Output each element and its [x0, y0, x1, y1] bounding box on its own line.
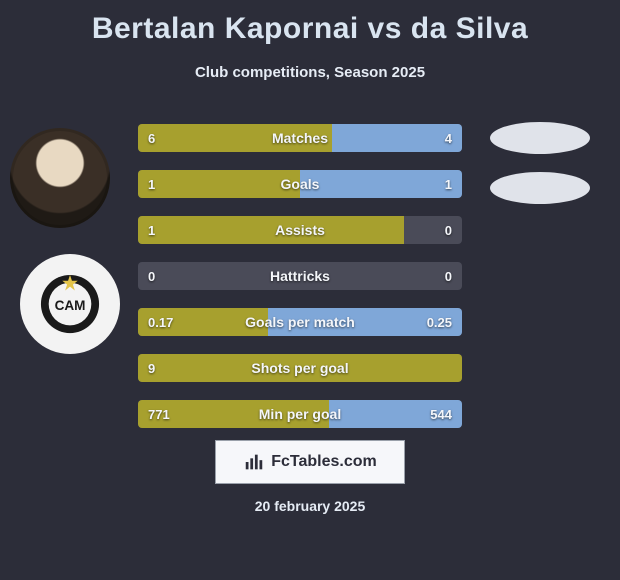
comparison-card: Bertalan Kapornai vs da Silva Club compe…: [0, 0, 620, 580]
watermark-text: FcTables.com: [271, 453, 377, 471]
stats-rows: 64Matches11Goals10Assists00Hattricks0.17…: [138, 124, 462, 446]
stat-row: 0.170.25Goals per match: [138, 308, 462, 336]
date: 20 february 2025: [0, 498, 620, 514]
player2-placeholder-1: [490, 172, 590, 204]
stat-value-left: 6: [138, 124, 165, 152]
stat-value-left: 0: [138, 262, 165, 290]
stat-value-left: 771: [138, 400, 180, 428]
stat-value-right: 1: [435, 170, 462, 198]
stat-value-left: 9: [138, 354, 165, 382]
stat-row: 9Shots per goal: [138, 354, 462, 382]
stat-value-left: 0.17: [138, 308, 183, 336]
player2-placeholder-0: [490, 122, 590, 154]
stat-row: 11Goals: [138, 170, 462, 198]
title: Bertalan Kapornai vs da Silva: [0, 12, 620, 46]
stat-label: Hattricks: [138, 262, 462, 290]
stat-value-right: 544: [420, 400, 462, 428]
chart-icon: [243, 451, 265, 473]
svg-text:CAM: CAM: [55, 298, 86, 313]
stat-value-right: 0.25: [417, 308, 462, 336]
stat-fill-left: [138, 124, 332, 152]
stat-value-right: 0: [435, 216, 462, 244]
stat-value-left: 1: [138, 216, 165, 244]
stat-value-right: 4: [435, 124, 462, 152]
stat-value-right: 0: [435, 262, 462, 290]
club-crest-icon: CAM: [39, 273, 101, 335]
watermark: FcTables.com: [215, 440, 405, 484]
player1-club-badge: CAM: [20, 254, 120, 354]
stat-row: 0 0Hattricks: [138, 262, 462, 290]
subtitle: Club competitions, Season 2025: [0, 64, 620, 81]
stat-value-right: [442, 354, 462, 382]
stat-row: 10Assists: [138, 216, 462, 244]
stat-row: 64Matches: [138, 124, 462, 152]
stat-value-left: 1: [138, 170, 165, 198]
stat-fill-left: [138, 216, 404, 244]
stat-fill-left: [138, 354, 462, 382]
stat-row: 771544Min per goal: [138, 400, 462, 428]
player1-avatar: [10, 128, 110, 228]
